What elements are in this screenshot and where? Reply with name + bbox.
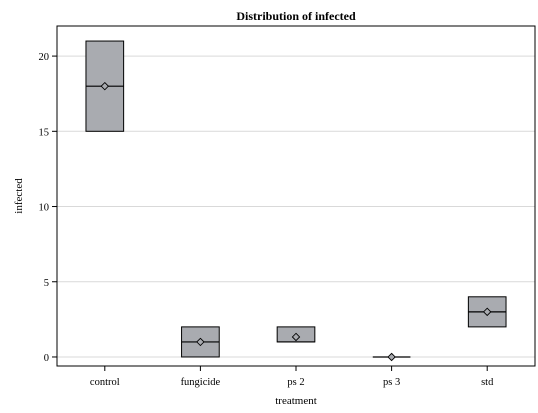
box-mean-marker	[387, 352, 396, 362]
y-tick-label: 5	[44, 278, 49, 289]
x-tick-label: std	[481, 377, 494, 388]
y-tick-label: 10	[39, 203, 50, 214]
x-tick-label: ps 2	[287, 377, 304, 388]
x-axis-label: treatment	[275, 395, 317, 407]
y-tick-label: 20	[39, 52, 50, 63]
x-tick-label: control	[90, 377, 120, 388]
x-tick-label: fungicide	[181, 377, 221, 388]
box-mean-marker	[196, 337, 205, 347]
x-tick-label: ps 3	[383, 377, 400, 388]
y-tick-label: 0	[44, 353, 49, 364]
grid-lines	[57, 55, 535, 358]
chart-title: Distribution of infected	[236, 9, 356, 23]
box-mean-marker	[482, 307, 492, 317]
y-tick-label: 15	[39, 127, 50, 138]
y-axis-ticks: 0 5 10 15 20	[39, 52, 57, 364]
y-axis-label: infected	[13, 178, 25, 214]
box-mean-marker	[100, 81, 110, 91]
box-series	[85, 40, 507, 362]
box-mean-marker	[291, 332, 301, 342]
plot-frame	[56, 25, 536, 367]
x-axis-ticks: control fungicide ps 2 ps 3 std	[90, 366, 494, 388]
